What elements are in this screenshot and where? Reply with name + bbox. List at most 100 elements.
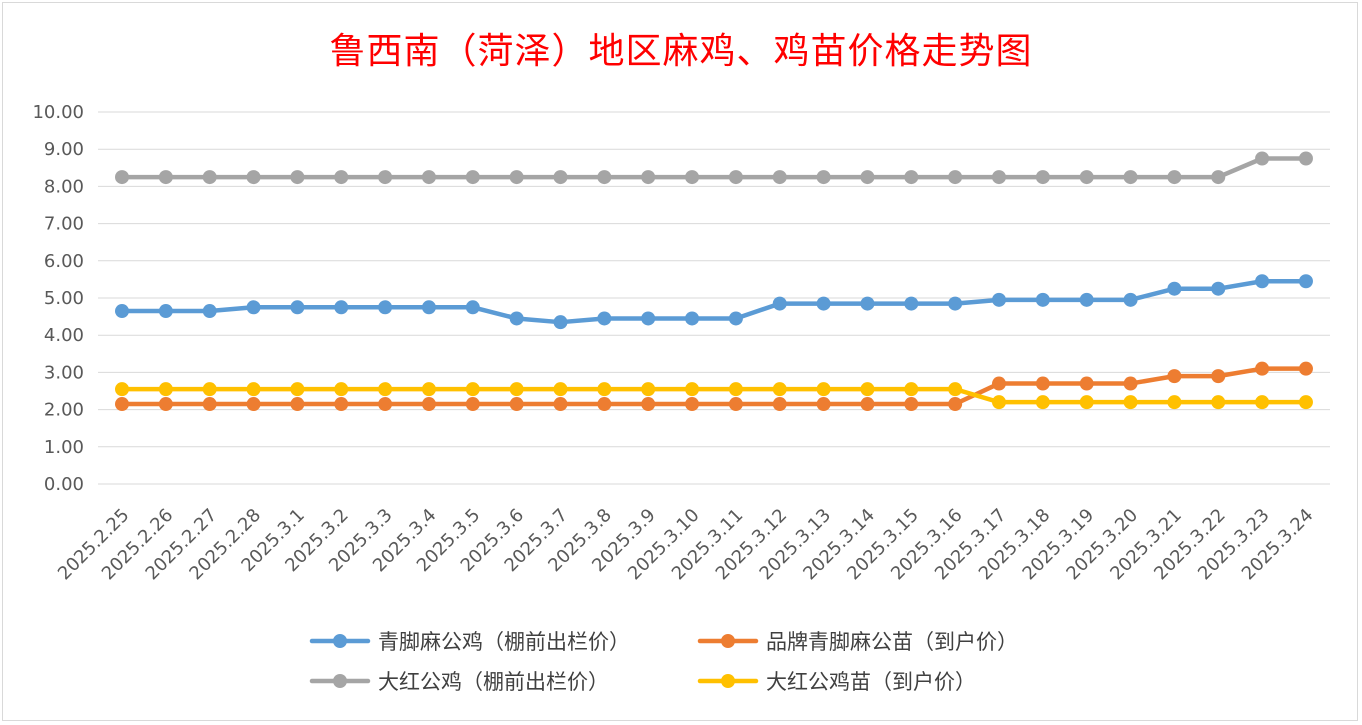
grid-lines [98, 111, 1330, 485]
y-tick-label: 3.00 [44, 362, 84, 383]
data-point [1035, 376, 1050, 391]
data-point [597, 311, 612, 326]
data-point [860, 296, 875, 311]
y-tick-label: 9.00 [44, 139, 84, 160]
data-point [421, 382, 436, 397]
data-point [290, 397, 305, 412]
legend-item: 大红公鸡（棚前出栏价） [309, 670, 609, 694]
data-point [728, 382, 743, 397]
data-point [992, 376, 1006, 391]
data-point [1211, 395, 1226, 410]
data-point [685, 170, 700, 185]
data-point [597, 397, 612, 412]
data-point [1298, 361, 1313, 376]
series-line [119, 366, 1309, 407]
data-point [1298, 151, 1313, 166]
data-point [1298, 274, 1313, 289]
data-point [1255, 361, 1270, 376]
data-point [772, 397, 787, 412]
data-point [1079, 170, 1094, 185]
data-point [816, 382, 831, 397]
legend-marker [333, 674, 347, 688]
y-tick-label: 5.00 [44, 288, 84, 309]
data-point [1167, 395, 1182, 410]
legend-marker [721, 674, 735, 688]
series-2 [115, 151, 1313, 185]
data-point [1211, 281, 1226, 296]
data-point [246, 300, 261, 315]
data-point [334, 170, 349, 185]
series-1 [115, 361, 1313, 412]
data-point [246, 170, 261, 185]
data-point [378, 300, 393, 315]
y-tick-label: 8.00 [44, 176, 84, 197]
legend-label: 大红公鸡（棚前出栏价） [378, 670, 609, 694]
data-point [378, 170, 393, 185]
data-point [772, 382, 787, 397]
data-point [948, 397, 963, 412]
data-point [202, 382, 217, 397]
data-point [904, 397, 919, 412]
data-point [597, 170, 612, 185]
legend-marker [333, 634, 347, 648]
data-point [553, 382, 568, 397]
data-point [553, 170, 568, 185]
data-point [1167, 281, 1182, 296]
data-point [465, 170, 480, 185]
data-point [1035, 170, 1050, 185]
data-point [202, 397, 217, 412]
series-line [119, 279, 1309, 325]
data-point [509, 382, 524, 397]
data-point [334, 397, 349, 412]
y-tick-label: 7.00 [44, 214, 84, 235]
data-point [115, 397, 129, 412]
x-axis: 2025.2.252025.2.262025.2.272025.2.282025… [54, 505, 1318, 585]
series-0 [115, 274, 1313, 330]
data-point [860, 382, 875, 397]
data-point [948, 296, 963, 311]
data-point [1211, 170, 1226, 185]
data-point [1035, 395, 1050, 410]
legend-marker [721, 634, 735, 648]
y-tick-label: 0.00 [44, 474, 84, 495]
series-line [119, 386, 1309, 405]
legend-item: 青脚麻公鸡（棚前出栏价） [309, 630, 630, 654]
data-point [816, 296, 831, 311]
legend-item: 大红公鸡苗（到户价） [697, 670, 976, 694]
data-point [992, 395, 1006, 410]
data-point [115, 382, 129, 397]
y-tick-label: 1.00 [44, 437, 84, 458]
data-point [904, 382, 919, 397]
series-3 [115, 382, 1313, 410]
data-point [1255, 151, 1270, 166]
data-point [1035, 292, 1050, 307]
data-point [1211, 369, 1226, 384]
data-point [509, 170, 524, 185]
data-point [685, 382, 700, 397]
data-point [1123, 395, 1138, 410]
data-point [158, 382, 173, 397]
chart-title: 鲁西南（菏泽）地区麻鸡、鸡苗价格走势图 [329, 31, 1033, 72]
data-point [334, 300, 349, 315]
data-point [772, 296, 787, 311]
data-point [860, 397, 875, 412]
data-point [728, 397, 743, 412]
data-point [334, 382, 349, 397]
data-point [158, 304, 173, 319]
data-point [816, 170, 831, 185]
data-point [641, 397, 656, 412]
data-point [421, 300, 436, 315]
data-point [509, 311, 524, 326]
data-point [465, 300, 480, 315]
data-point [246, 397, 261, 412]
data-point [158, 170, 173, 185]
data-point [992, 292, 1006, 307]
data-point [202, 170, 217, 185]
data-point [509, 397, 524, 412]
data-point [1079, 292, 1094, 307]
data-point [378, 382, 393, 397]
data-point [948, 382, 963, 397]
data-point [641, 382, 656, 397]
